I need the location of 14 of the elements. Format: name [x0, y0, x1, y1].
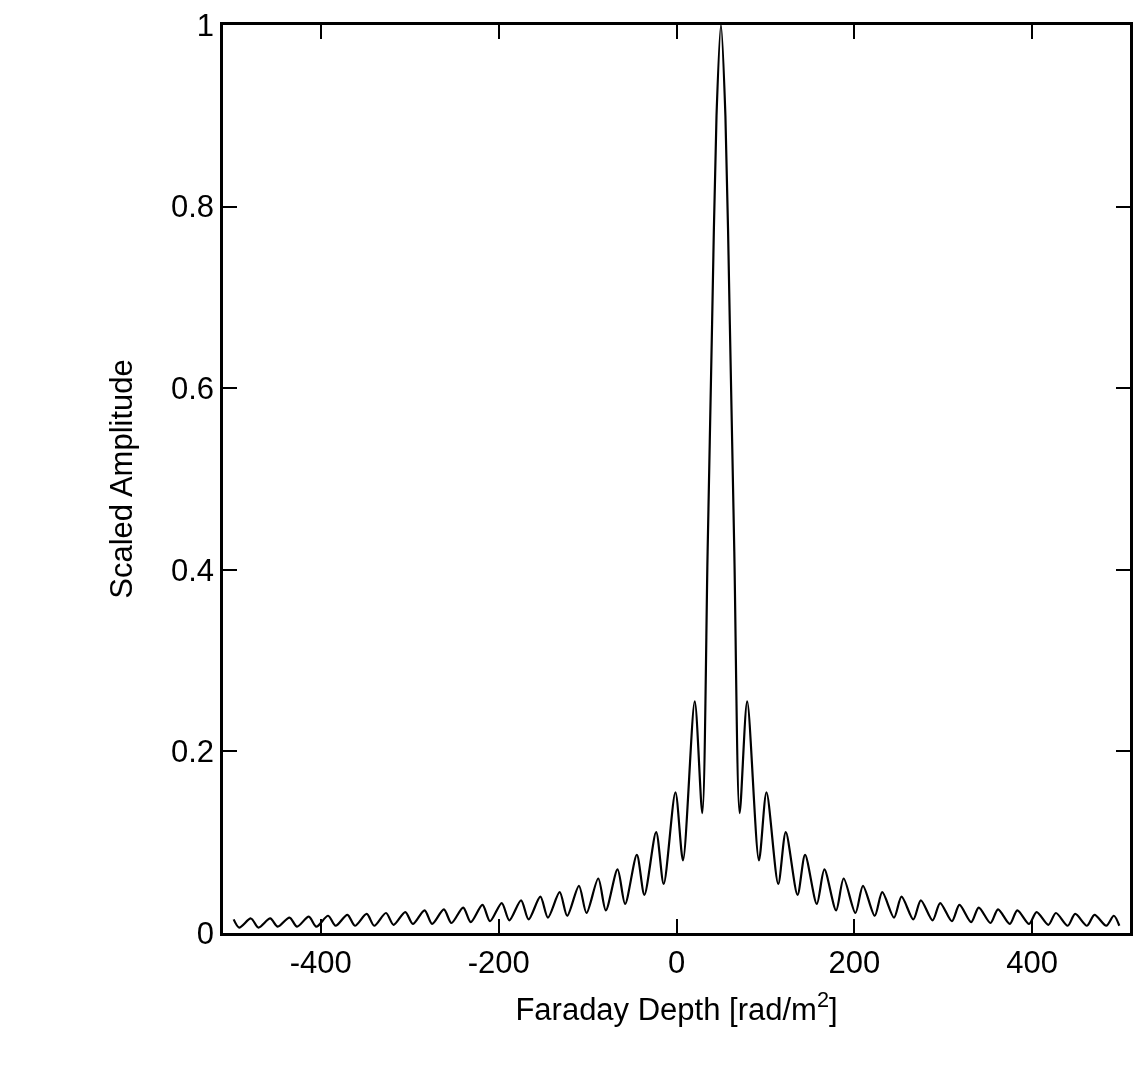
x-tick-label: -400 — [289, 944, 352, 980]
y-tick-label: 0.4 — [170, 552, 215, 588]
x-tick-label: 400 — [1006, 944, 1059, 980]
y-tick-label: 0.2 — [170, 734, 215, 770]
y-tick-label: 0.6 — [170, 371, 215, 407]
line-series — [232, 25, 1121, 929]
y-tick-label: 0 — [196, 915, 215, 951]
x-tick-label: -200 — [467, 944, 530, 980]
y-axis-title: Scaled Amplitude — [103, 359, 139, 599]
x-tick-label: 0 — [667, 944, 686, 980]
y-tick-label: 1 — [196, 7, 215, 43]
y-tick-label: 0.8 — [170, 189, 215, 225]
x-axis-title: Faraday Depth [rad/m$^{2}$] — [515, 987, 838, 1028]
x-tick-label: 200 — [828, 944, 881, 980]
